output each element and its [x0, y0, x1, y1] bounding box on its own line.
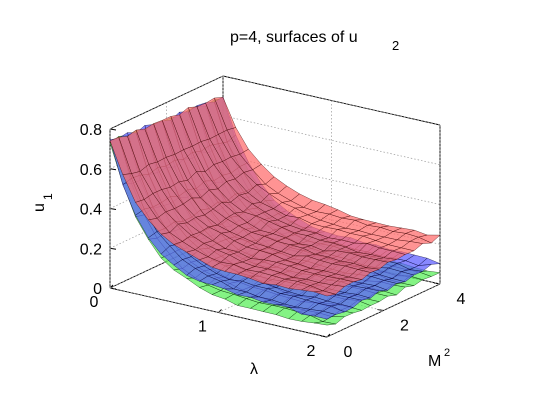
box-edge	[222, 75, 441, 126]
box-edge	[109, 75, 224, 130]
z-tick-mark	[109, 168, 117, 171]
z-tick-label: 0.4	[80, 202, 102, 219]
z-tick-labels: 0 0.2 0.4 0.6 0.8	[80, 122, 102, 298]
z-axis-label: u 1	[31, 193, 55, 212]
z-tick-label: 0.8	[80, 122, 102, 139]
y-tick-label: 2	[400, 318, 409, 335]
chart-title: p=4, surfaces of u	[230, 29, 358, 46]
z-tick-mark	[109, 247, 117, 250]
surface-red	[109, 97, 441, 297]
y-tick-labels: 0 2 4	[344, 291, 466, 361]
surface-patch	[314, 290, 336, 297]
y-tick-label: 0	[344, 344, 353, 361]
y-axis-label-base: M	[428, 353, 441, 370]
z-tick-mark	[109, 208, 117, 210]
z-tick-mark	[109, 128, 117, 131]
x-tick-label: 2	[307, 343, 316, 360]
chart-title-subscript: 2	[392, 38, 399, 53]
x-axis-label: λ	[250, 361, 258, 378]
z-tick-label: 0.6	[80, 162, 102, 179]
y-tick-label: 4	[457, 291, 466, 308]
x-tick-label: 0	[90, 294, 99, 311]
x-tick-labels: 0 1 2	[90, 294, 316, 360]
z-tick-label: 0.2	[80, 241, 102, 258]
z-tick-label: 0	[93, 281, 102, 298]
x-tick-label: 1	[198, 319, 207, 336]
y-axis-label-superscript: 2	[444, 347, 450, 359]
z-axis-label-base: u	[31, 203, 48, 212]
surface-patch	[314, 321, 336, 326]
y-axis-label: M 2	[428, 347, 450, 370]
surfaces	[109, 96, 441, 326]
z-axis-label-subscript: 1	[41, 193, 55, 200]
surface-patch	[313, 311, 337, 320]
